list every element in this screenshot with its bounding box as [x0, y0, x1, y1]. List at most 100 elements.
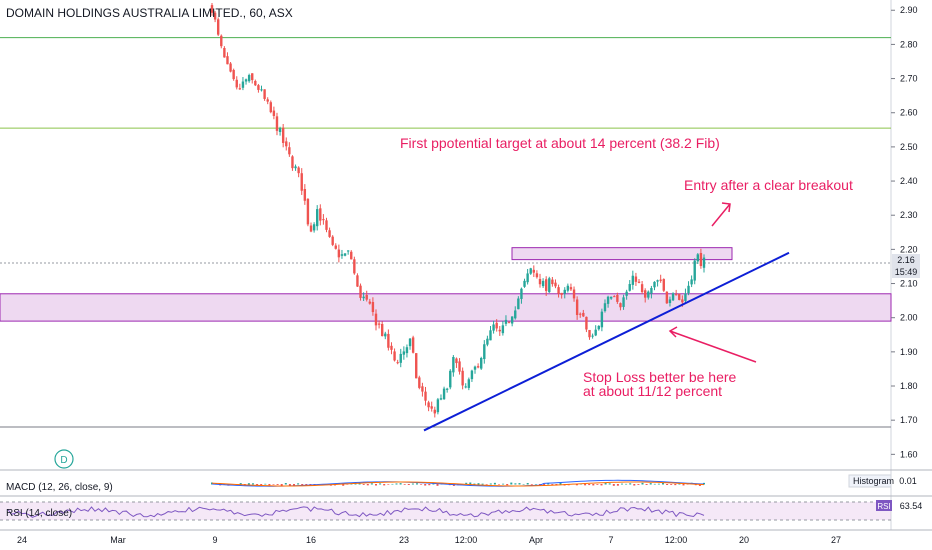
macd-histogram-bar	[629, 483, 632, 485]
macd-histogram-bar	[477, 483, 480, 485]
candle	[650, 285, 653, 299]
candle	[343, 253, 347, 257]
candle	[405, 344, 409, 358]
candle	[566, 283, 570, 293]
candle	[226, 52, 229, 65]
countdown-time: 15:49	[895, 267, 918, 277]
candle	[281, 124, 285, 148]
macd-histogram-bar	[670, 484, 673, 485]
macd-pane[interactable]	[211, 479, 705, 487]
macd-histogram-bar	[493, 482, 496, 485]
candle	[390, 342, 393, 355]
candle	[278, 126, 282, 136]
macd-histogram-bar	[686, 484, 689, 485]
candle	[213, 10, 217, 23]
price-tick-label: 2.20	[900, 244, 918, 254]
candle	[216, 17, 220, 37]
macd-histogram-bar	[399, 483, 402, 485]
macd-histogram-bar	[584, 484, 587, 486]
support-zone[interactable]	[0, 293, 892, 322]
candle	[322, 214, 325, 225]
candle	[402, 346, 406, 360]
time-tick-label: 24	[17, 535, 27, 545]
candle	[467, 377, 471, 391]
candle	[272, 106, 276, 120]
macd-histogram-bar	[633, 484, 636, 486]
candle	[557, 284, 560, 298]
macd-label: MACD (12, 26, close, 9)	[6, 482, 113, 493]
candle	[622, 294, 625, 310]
price-tick-label: 1.80	[900, 381, 918, 391]
candle	[613, 295, 616, 298]
candle	[436, 397, 440, 415]
macd-histogram-bar	[575, 484, 578, 486]
macd-histogram-bar	[612, 484, 615, 486]
candle	[387, 329, 390, 351]
candle	[634, 272, 638, 286]
candle	[353, 256, 356, 275]
price-tick-label: 2.50	[900, 142, 918, 152]
candle	[551, 276, 554, 287]
macd-histogram-bar	[530, 484, 533, 485]
price-axis[interactable]: 2.90 2.80 2.70 2.60 2.50 2.40 2.30 2.20 2.10 2.00…	[891, 5, 918, 459]
time-tick-label: 23	[399, 535, 409, 545]
rsi-value: 63.54	[900, 501, 923, 511]
macd-histogram-bar	[268, 484, 271, 486]
ascending-trendline[interactable]	[423, 251, 790, 432]
candle	[510, 316, 514, 327]
macd-histogram-bar	[424, 484, 427, 486]
rsi-label: RSI (14, close)	[6, 508, 72, 519]
candle	[476, 363, 480, 369]
candle	[507, 321, 511, 324]
macd-histogram-bar	[297, 483, 300, 485]
resistance-box[interactable]	[511, 247, 733, 261]
candle	[514, 306, 517, 320]
time-axis[interactable]: 24 Mar 9 16 23 12:00 Apr 7 12:00 20 27	[17, 535, 841, 545]
candle	[325, 217, 328, 233]
candle	[609, 296, 613, 300]
candle	[455, 357, 458, 368]
candle	[644, 288, 647, 303]
candle	[702, 254, 706, 273]
candle	[356, 273, 359, 288]
candle	[579, 312, 582, 318]
candle	[319, 204, 322, 226]
macd-histogram-bar	[252, 483, 254, 485]
rsi-pane[interactable]	[0, 501, 891, 521]
macd-histogram-bar	[473, 483, 476, 485]
candle	[254, 79, 257, 87]
macd-histogram-bar	[301, 484, 304, 486]
macd-histogram-bar	[420, 484, 423, 485]
dividend-marker-icon[interactable]: D	[54, 449, 74, 469]
candle	[220, 34, 223, 49]
entry-arrow[interactable]	[711, 202, 731, 227]
candle	[442, 386, 446, 400]
candle	[449, 369, 452, 390]
macd-histogram-bar	[481, 483, 484, 485]
macd-histogram-bar	[485, 484, 488, 485]
candle	[687, 281, 690, 296]
candle	[399, 348, 402, 368]
macd-histogram-bar	[543, 484, 546, 486]
price-pane[interactable]	[0, 0, 891, 470]
candle	[328, 227, 331, 238]
macd-signal-line	[211, 481, 705, 487]
candle	[316, 205, 319, 231]
candle	[229, 62, 232, 73]
macd-histogram-bar	[428, 484, 431, 486]
candle	[582, 309, 585, 318]
candle	[470, 369, 474, 382]
stop-loss-arrow[interactable]	[668, 326, 757, 363]
macd-histogram-bar	[596, 484, 599, 485]
candle	[690, 275, 693, 288]
macd-histogram-bar	[411, 483, 414, 485]
candle	[588, 329, 591, 340]
candle	[424, 386, 427, 406]
price-tick-label: 2.10	[900, 279, 918, 289]
candle	[628, 280, 631, 292]
macd-histogram-bar	[559, 482, 562, 485]
macd-histogram-bar	[502, 483, 505, 485]
candle	[393, 348, 396, 362]
time-tick-label: Apr	[529, 535, 543, 545]
candle	[541, 278, 545, 288]
